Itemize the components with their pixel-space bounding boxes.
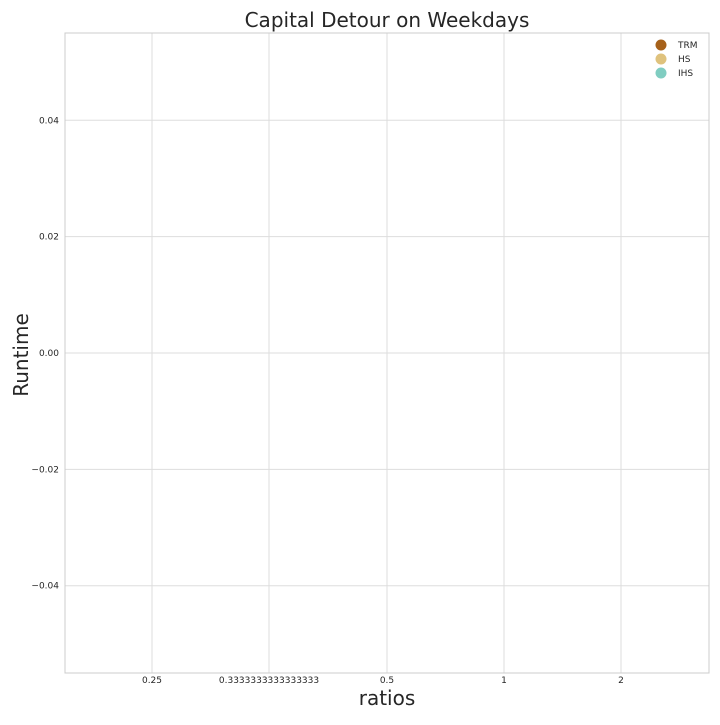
- plot-frame: [64, 32, 710, 674]
- legend-marker: [655, 39, 667, 51]
- y-tick-label: −0.04: [31, 582, 59, 592]
- y-tick-label: 0.02: [39, 233, 59, 243]
- x-tick-label: 0.3333333333333333: [219, 676, 319, 686]
- x-tick-label: 2: [618, 676, 624, 686]
- legend-label: TRM: [677, 41, 698, 51]
- x-tick-label: 0.5: [380, 676, 394, 686]
- y-tick-label: 0.00: [39, 349, 59, 359]
- y-tick-label: −0.02: [31, 465, 59, 475]
- y-tick-labels: 0.04 0.02 0.00 −0.02 −0.04: [31, 116, 59, 591]
- x-tick-label: 0.25: [142, 676, 162, 686]
- legend-marker: [655, 67, 667, 79]
- legend: TRM HS IHS: [655, 39, 698, 79]
- y-gridlines: [65, 119, 709, 587]
- y-tick-label: 0.04: [39, 116, 59, 126]
- x-axis-label: ratios: [359, 686, 416, 710]
- x-tick-labels: 0.25 0.3333333333333333 0.5 1 2: [142, 676, 624, 686]
- x-tick-label: 1: [501, 676, 507, 686]
- legend-label: HS: [678, 55, 691, 65]
- legend-label: IHS: [678, 69, 693, 79]
- legend-marker: [655, 53, 667, 65]
- y-axis-label: Runtime: [9, 313, 33, 397]
- chart-title: Capital Detour on Weekdays: [245, 8, 530, 32]
